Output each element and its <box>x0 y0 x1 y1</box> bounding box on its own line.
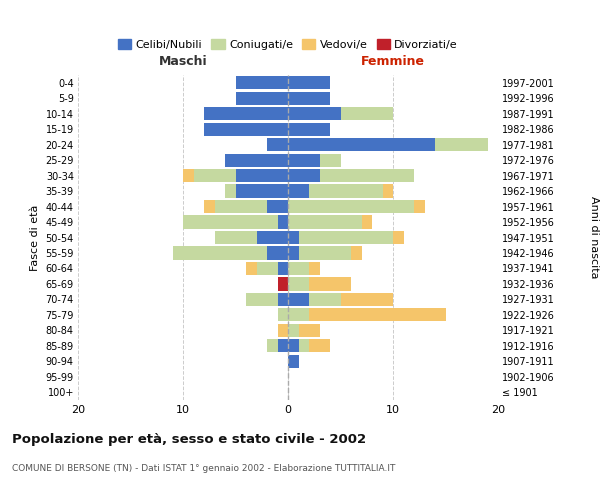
Bar <box>267 200 288 213</box>
Bar <box>414 200 425 213</box>
Bar <box>309 340 330 352</box>
Bar <box>173 246 267 260</box>
Bar <box>277 278 288 290</box>
Text: Popolazione per età, sesso e stato civile - 2002: Popolazione per età, sesso e stato civil… <box>12 432 366 446</box>
Bar <box>257 231 288 244</box>
Bar <box>277 324 288 337</box>
Bar <box>309 278 351 290</box>
Bar <box>288 278 309 290</box>
Bar <box>383 184 393 198</box>
Bar <box>341 293 393 306</box>
Bar <box>288 154 320 166</box>
Bar <box>288 107 341 120</box>
Bar <box>288 340 299 352</box>
Bar <box>309 308 445 322</box>
Text: Maschi: Maschi <box>158 56 208 68</box>
Bar <box>309 184 383 198</box>
Bar <box>235 184 288 198</box>
Bar <box>257 262 277 275</box>
Y-axis label: Anni di nascita: Anni di nascita <box>589 196 599 279</box>
Bar <box>288 216 361 228</box>
Bar <box>288 184 309 198</box>
Bar <box>288 308 309 322</box>
Text: COMUNE DI BERSONE (TN) - Dati ISTAT 1° gennaio 2002 - Elaborazione TUTTITALIA.IT: COMUNE DI BERSONE (TN) - Dati ISTAT 1° g… <box>12 464 395 473</box>
Bar <box>235 76 288 90</box>
Bar <box>299 246 351 260</box>
Bar <box>267 340 277 352</box>
Bar <box>267 246 288 260</box>
Bar <box>235 169 288 182</box>
Bar <box>183 169 193 182</box>
Legend: Celibi/Nubili, Coniugati/e, Vedovi/e, Divorziati/e: Celibi/Nubili, Coniugati/e, Vedovi/e, Di… <box>113 35 463 54</box>
Bar <box>288 246 299 260</box>
Bar <box>183 216 277 228</box>
Bar <box>246 293 277 306</box>
Bar <box>288 138 435 151</box>
Bar <box>267 138 288 151</box>
Bar <box>215 231 257 244</box>
Bar <box>204 200 215 213</box>
Bar <box>288 354 299 368</box>
Bar <box>320 169 414 182</box>
Bar <box>277 262 288 275</box>
Bar <box>299 324 320 337</box>
Bar <box>225 184 235 198</box>
Bar <box>235 92 288 105</box>
Bar <box>341 107 393 120</box>
Bar <box>288 76 330 90</box>
Bar <box>361 216 372 228</box>
Bar <box>288 231 299 244</box>
Bar <box>288 200 414 213</box>
Bar <box>288 293 309 306</box>
Y-axis label: Fasce di età: Fasce di età <box>30 204 40 270</box>
Bar <box>309 262 320 275</box>
Bar <box>309 293 341 306</box>
Bar <box>435 138 487 151</box>
Bar <box>246 262 257 275</box>
Bar <box>351 246 361 260</box>
Bar <box>299 340 309 352</box>
Bar <box>204 107 288 120</box>
Bar <box>288 122 330 136</box>
Bar <box>277 308 288 322</box>
Bar <box>277 216 288 228</box>
Bar <box>288 324 299 337</box>
Bar <box>204 122 288 136</box>
Bar <box>225 154 288 166</box>
Bar <box>320 154 341 166</box>
Bar <box>193 169 235 182</box>
Bar <box>215 200 267 213</box>
Text: Femmine: Femmine <box>361 56 425 68</box>
Bar <box>277 293 288 306</box>
Bar <box>393 231 404 244</box>
Bar <box>299 231 393 244</box>
Bar <box>288 92 330 105</box>
Bar <box>288 262 309 275</box>
Bar <box>288 169 320 182</box>
Bar <box>277 340 288 352</box>
